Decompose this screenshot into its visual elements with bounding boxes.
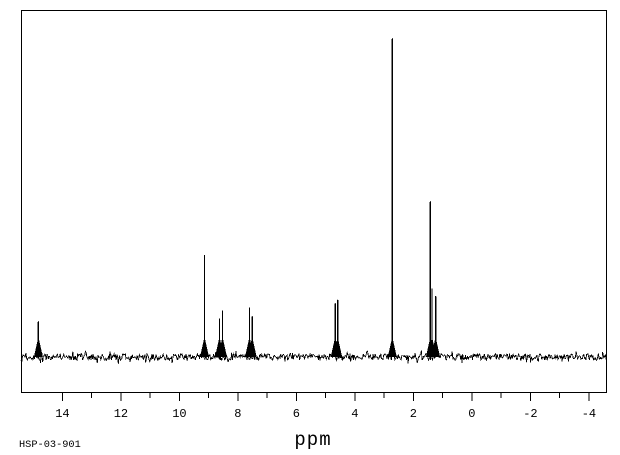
- svg-text:-4: -4: [582, 407, 596, 421]
- svg-text:6: 6: [293, 407, 300, 421]
- svg-text:4: 4: [351, 407, 358, 421]
- svg-text:10: 10: [172, 407, 186, 421]
- svg-text:ppm: ppm: [294, 429, 331, 451]
- svg-text:HSP-03-901: HSP-03-901: [19, 439, 81, 451]
- svg-text:-2: -2: [523, 407, 537, 421]
- svg-text:8: 8: [234, 407, 241, 421]
- svg-text:12: 12: [114, 407, 128, 421]
- svg-text:0: 0: [468, 407, 475, 421]
- svg-text:2: 2: [410, 407, 417, 421]
- svg-text:14: 14: [55, 407, 69, 421]
